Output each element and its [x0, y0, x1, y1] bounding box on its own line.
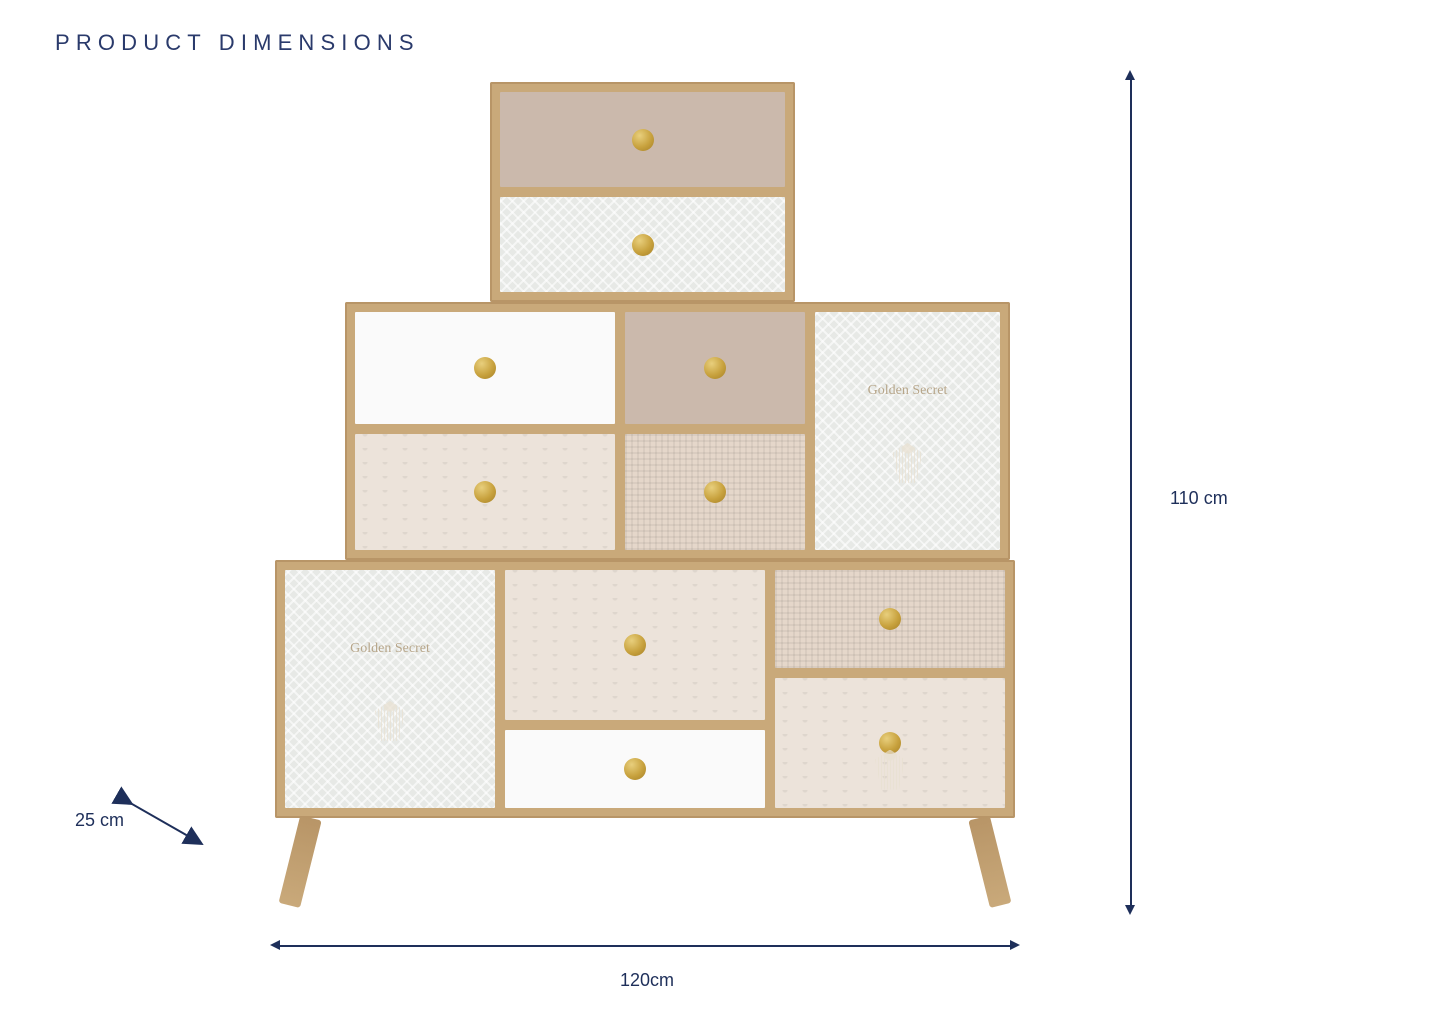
drawer-label: Golden Secret — [285, 641, 495, 657]
height-arrow-line — [1130, 80, 1132, 905]
drawer-label: Golden Secret — [815, 383, 1000, 399]
tassel-icon — [375, 701, 405, 741]
leg — [279, 815, 322, 908]
drawer — [355, 434, 615, 550]
knob-icon — [474, 481, 496, 503]
tier-0 — [490, 82, 795, 302]
leg — [968, 815, 1011, 908]
width-label: 120cm — [620, 970, 674, 991]
knob-icon — [624, 634, 646, 656]
width-arrow-head-left — [270, 940, 280, 950]
drawer — [500, 92, 785, 187]
depth-label: 25 cm — [75, 810, 124, 831]
drawer — [505, 570, 765, 720]
drawer — [625, 312, 805, 424]
drawer — [355, 312, 615, 424]
tassel-icon — [875, 750, 905, 790]
depth-arrow — [0, 0, 1, 1]
width-arrow-line — [280, 945, 1010, 947]
drawer: Golden Secret — [285, 570, 495, 808]
drawer — [775, 678, 1005, 808]
knob-icon — [632, 129, 654, 151]
knob-icon — [704, 481, 726, 503]
knob-icon — [624, 758, 646, 780]
width-arrow-head-right — [1010, 940, 1020, 950]
drawer — [500, 197, 785, 292]
knob-icon — [704, 357, 726, 379]
tassel-icon — [893, 443, 923, 483]
diagram-stage: 110 cm 120cm 25 cm Golden Secret Golden S… — [0, 0, 1445, 1022]
knob-icon — [474, 357, 496, 379]
height-label: 110 cm — [1170, 488, 1228, 509]
knob-icon — [632, 234, 654, 256]
tier-1: Golden Secret — [345, 302, 1010, 560]
drawer — [505, 730, 765, 808]
drawer — [775, 570, 1005, 668]
drawer — [625, 434, 805, 550]
drawer: Golden Secret — [815, 312, 1000, 550]
tier-2: Golden Secret — [275, 560, 1015, 818]
height-arrow-head-top — [1125, 70, 1135, 80]
knob-icon — [879, 608, 901, 630]
height-arrow-head-bottom — [1125, 905, 1135, 915]
